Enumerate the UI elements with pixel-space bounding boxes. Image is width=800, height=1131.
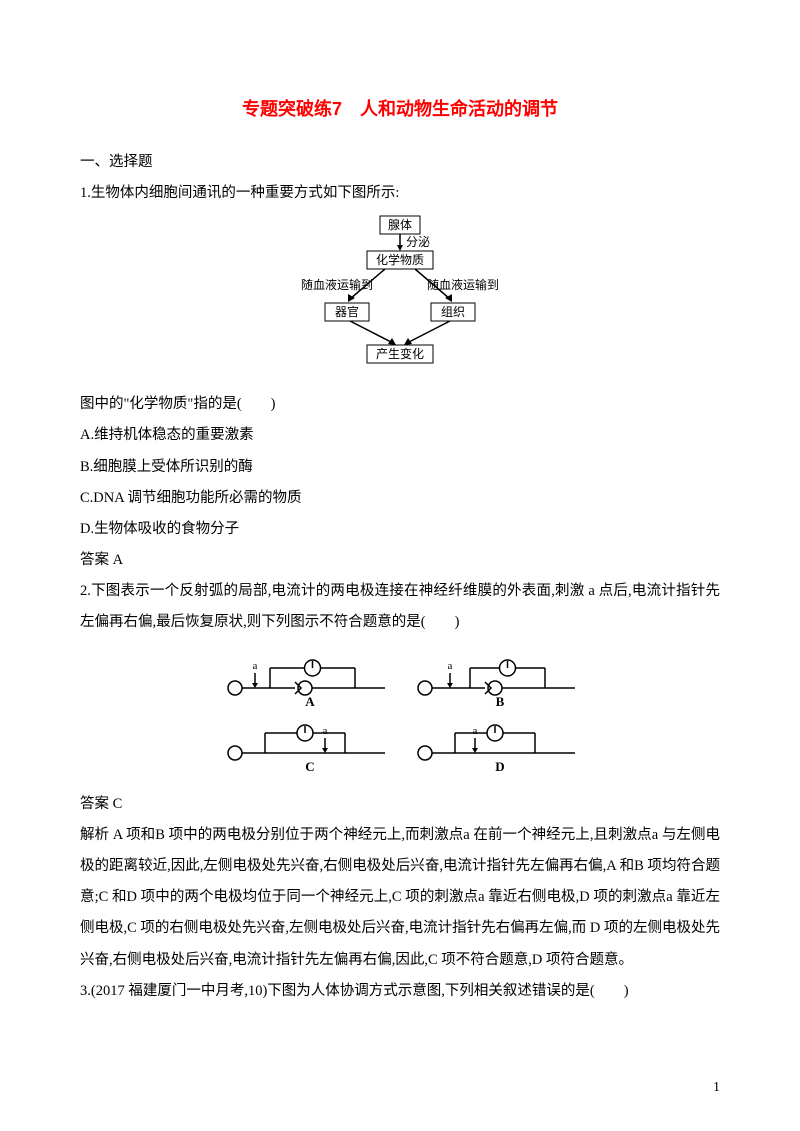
svg-text:A: A	[305, 694, 315, 709]
svg-text:腺体: 腺体	[388, 218, 412, 232]
q2-stem: 2.下图表示一个反射弧的局部,电流计的两电极连接在神经纤维膜的外表面,刺激 a …	[80, 576, 720, 638]
svg-text:产生变化: 产生变化	[376, 346, 424, 361]
q1-figure: 腺体 分泌 化学物质 随血液运输到 随血液运输到 器官 组织	[80, 213, 720, 385]
svg-text:a: a	[253, 660, 258, 672]
svg-text:B: B	[496, 694, 505, 709]
q1-answer: 答案 A	[80, 545, 720, 576]
q1-after: 图中的"化学物质"指的是( )	[80, 389, 720, 420]
svg-text:a: a	[448, 660, 453, 672]
svg-text:a: a	[323, 725, 328, 737]
svg-text:a: a	[473, 725, 478, 737]
svg-text:器官: 器官	[335, 304, 359, 319]
q2-figure: a A a B	[80, 643, 720, 785]
svg-text:组织: 组织	[441, 305, 465, 319]
svg-text:分泌: 分泌	[406, 235, 430, 249]
q1-opt-b: B.细胞膜上受体所识别的酶	[80, 452, 720, 483]
svg-text:D: D	[495, 759, 504, 773]
svg-text:随血液运输到: 随血液运输到	[427, 277, 499, 292]
q1-opt-a: A.维持机体稳态的重要激素	[80, 420, 720, 451]
svg-text:化学物质: 化学物质	[376, 252, 424, 267]
q2-explanation: 解析 A 项和B 项中的两电极分别位于两个神经元上,而刺激点a 在前一个神经元上…	[80, 820, 720, 976]
page-number: 1	[713, 1073, 720, 1103]
svg-text:C: C	[305, 759, 314, 773]
page-title: 专题突破练7 人和动物生命活动的调节	[80, 90, 720, 129]
q1-opt-d: D.生物体吸收的食物分子	[80, 514, 720, 545]
q1-opt-c: C.DNA 调节细胞功能所必需的物质	[80, 483, 720, 514]
q3-stem: 3.(2017 福建厦门一中月考,10)下图为人体协调方式示意图,下列相关叙述错…	[80, 976, 720, 1007]
q2-answer: 答案 C	[80, 789, 720, 820]
section-heading: 一、选择题	[80, 147, 720, 178]
svg-text:随血液运输到: 随血液运输到	[301, 277, 373, 292]
q1-stem: 1.生物体内细胞间通讯的一种重要方式如下图所示:	[80, 178, 720, 209]
